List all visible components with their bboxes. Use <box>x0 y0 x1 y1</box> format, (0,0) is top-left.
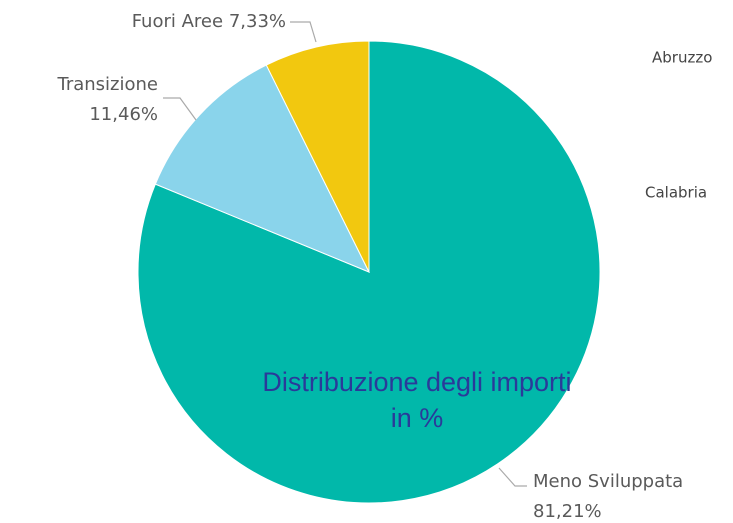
leader-line <box>163 97 197 121</box>
annotation: Distribuzione degli importi in % <box>262 367 572 433</box>
slice-label: Fuori Aree 7,33% <box>132 11 286 32</box>
slices <box>137 40 601 504</box>
category-label: Meno Sviluppata <box>533 471 683 492</box>
side-label: Abruzzo <box>652 49 712 67</box>
pie-slice <box>154 64 371 273</box>
value-label: 11,46% <box>89 104 158 125</box>
category-label: Transizione <box>56 74 158 95</box>
category-label: Fuori Aree <box>132 11 223 32</box>
leader-line <box>290 21 317 43</box>
leader-line <box>498 467 527 487</box>
value-label: 7,33% <box>229 11 286 32</box>
value-label: 81,21% <box>533 501 602 522</box>
annotation-box: Distribuzione degli importi in % <box>262 367 572 433</box>
pie-slice <box>265 40 370 273</box>
side-label: Calabria <box>645 184 707 202</box>
